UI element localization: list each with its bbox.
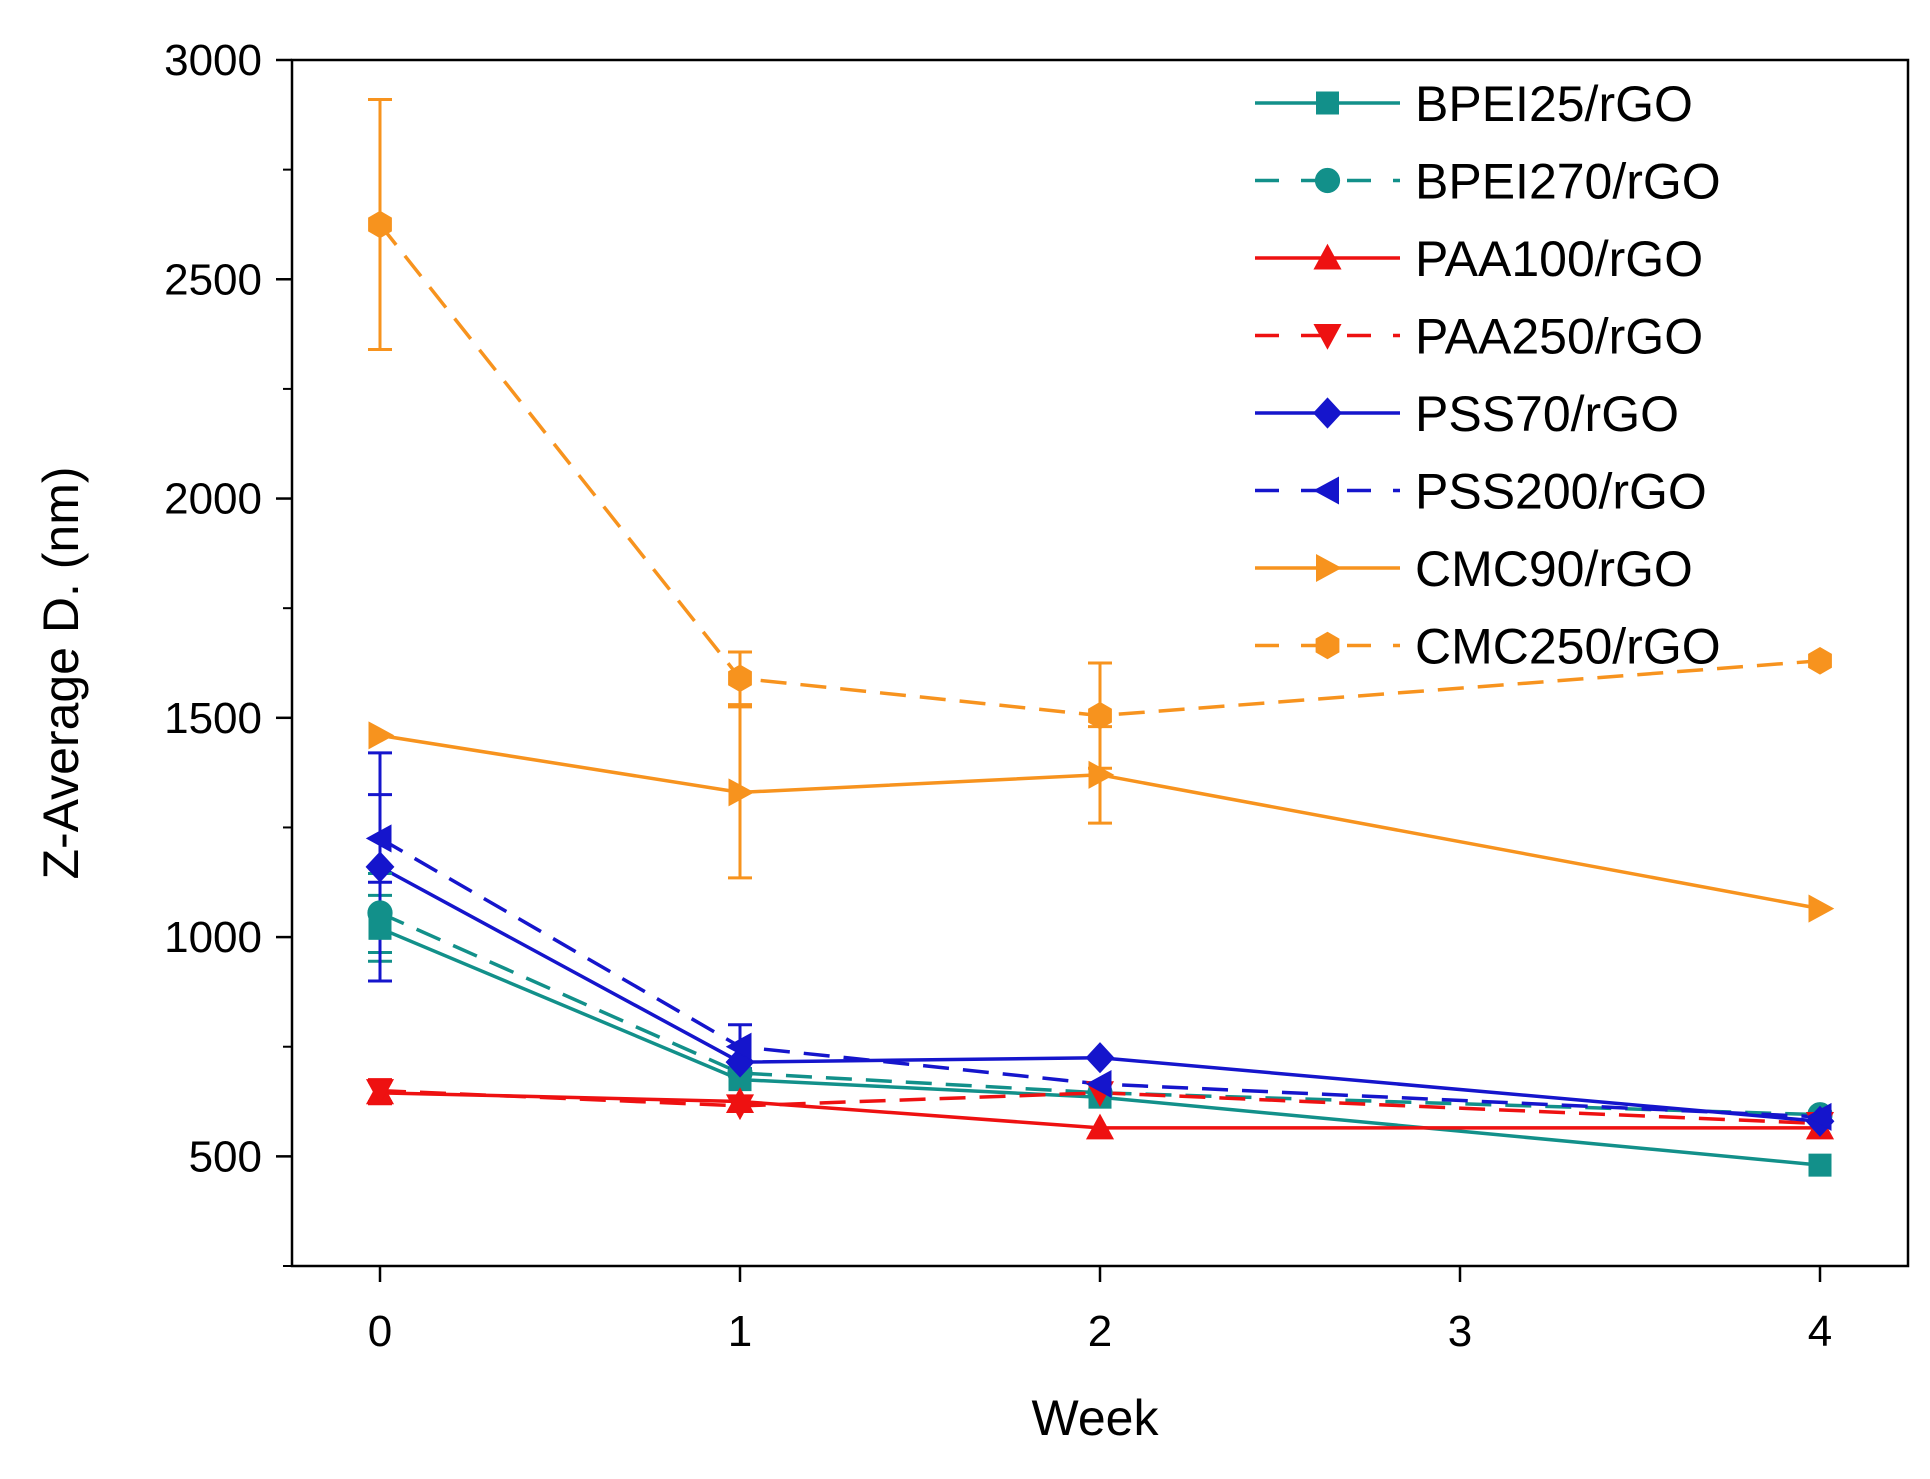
legend: BPEI25/rGO BPEI270/rGO PAA100/rGO PAA250/rG…	[1255, 76, 1721, 675]
legend-marker	[1313, 243, 1342, 270]
legend-marker	[1316, 553, 1342, 583]
series-line-paa250-rgo	[379, 1088, 1821, 1126]
series-line-pss70-rgo	[379, 865, 1821, 1124]
data-point-pss200-rgo	[1805, 1102, 1832, 1131]
major-ticks	[276, 58, 1822, 1282]
data-point-paa250-rgo	[725, 1094, 755, 1121]
x-tick-label: 1	[728, 1307, 752, 1356]
x-tick-label: 2	[1088, 1307, 1112, 1356]
legend-marker	[1313, 324, 1342, 350]
legend-label: PSS70/rGO	[1415, 386, 1679, 442]
legend-label: BPEI25/rGO	[1415, 76, 1693, 132]
series-line-cmc250-rgo	[378, 223, 1821, 718]
legend-label: PAA100/rGO	[1415, 231, 1703, 287]
legend-item-bpei25-rgo: BPEI25/rGO	[1255, 76, 1693, 132]
data-point-paa250-rgo	[365, 1079, 395, 1105]
y-tick-label: 500	[189, 1132, 262, 1181]
data-point-paa100-rgo	[1085, 1113, 1115, 1140]
legend-item-pss70-rgo: PSS70/rGO	[1255, 386, 1679, 442]
legend-item-bpei270-rgo: BPEI270/rGO	[1255, 154, 1721, 210]
legend-marker	[1315, 631, 1340, 660]
legend-label: CMC90/rGO	[1415, 541, 1693, 597]
tick-labels: 0 1 2 3 4 500 1000 1500 2000 2500 3000	[164, 36, 1832, 1356]
data-point-pss70-rgo	[365, 851, 395, 883]
x-tick-label: 3	[1448, 1307, 1472, 1356]
legend-label: PAA250/rGO	[1415, 309, 1703, 365]
y-axis-title: Z-Average D. (nm)	[33, 466, 89, 879]
data-point-cmc250-rgo	[1088, 701, 1112, 730]
data-point-pss200-rgo	[1085, 1069, 1112, 1099]
y-tick-label: 1000	[164, 913, 262, 962]
data-point-cmc250-rgo	[1808, 647, 1832, 675]
legend-item-paa250-rgo: PAA250/rGO	[1255, 309, 1703, 365]
legend-marker	[1316, 91, 1339, 115]
data-point-cmc90-rgo	[728, 778, 755, 807]
data-point-pss200-rgo	[725, 1032, 752, 1061]
y-tick-label: 1500	[164, 694, 262, 743]
data-point-cmc90-rgo	[1088, 760, 1115, 789]
legend-item-cmc90-rgo: CMC90/rGO	[1255, 541, 1693, 597]
legend-item-cmc250-rgo: CMC250/rGO	[1255, 619, 1721, 675]
data-point-bpei25-rgo	[1808, 1153, 1832, 1177]
legend-item-paa100-rgo: PAA100/rGO	[1255, 231, 1703, 287]
y-tick-label: 2000	[164, 475, 262, 524]
data-point-bpei270-rgo	[367, 900, 393, 926]
legend-marker	[1314, 167, 1341, 194]
legend-marker	[1313, 476, 1339, 505]
plot-frame	[290, 58, 1910, 1268]
series-lines	[378, 223, 1821, 1167]
data-point-cmc250-rgo	[368, 210, 392, 239]
series-line-pss200-rgo	[379, 836, 1821, 1119]
legend-marker	[1313, 397, 1342, 429]
y-tick-label: 2500	[164, 255, 262, 304]
legend-label: PSS200/rGO	[1415, 464, 1707, 520]
x-axis-title: Week	[1032, 1390, 1160, 1446]
data-point-pss70-rgo	[1085, 1042, 1115, 1074]
data-markers	[365, 210, 1835, 1177]
legend-item-pss200-rgo: PSS200/rGO	[1255, 464, 1707, 520]
minor-ticks	[283, 168, 292, 1267]
series-line-cmc90-rgo	[379, 733, 1821, 911]
legend-label: BPEI270/rGO	[1415, 154, 1721, 210]
x-tick-label: 4	[1808, 1307, 1832, 1356]
x-tick-label: 0	[368, 1307, 392, 1356]
error-bars	[368, 97, 1112, 1106]
data-point-pss200-rgo	[365, 824, 392, 853]
series-line-bpei25-rgo	[379, 926, 1821, 1167]
y-tick-label: 3000	[164, 36, 262, 85]
data-point-cmc90-rgo	[368, 721, 395, 750]
data-point-cmc250-rgo	[728, 664, 752, 693]
data-point-cmc90-rgo	[1808, 894, 1835, 923]
series-line-bpei270-rgo	[379, 911, 1821, 1117]
legend-label: CMC250/rGO	[1415, 619, 1721, 675]
